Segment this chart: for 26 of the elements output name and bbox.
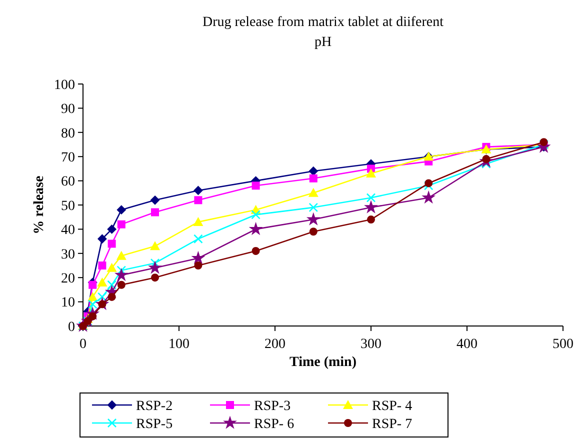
y-tick-label: 30 [61, 247, 75, 262]
y-tick-label: 100 [54, 78, 75, 93]
y-tick-label: 60 [61, 174, 75, 190]
legend-label: RSP- 7 [372, 416, 412, 432]
x-axis-title: Time (min) [289, 355, 357, 370]
x-tick-label: 400 [456, 337, 478, 352]
x-tick-label: 0 [80, 337, 86, 352]
legend-label: RSP-5 [136, 416, 173, 432]
y-tick-label: 80 [61, 126, 75, 142]
y-tick-label: 0 [68, 320, 75, 335]
legend-label: RSP-3 [254, 398, 291, 414]
y-tick-label: 90 [61, 102, 75, 118]
chart-title: Drug release from matrix tablet at diiferent pH [202, 15, 444, 50]
y-tick-label: 20 [61, 272, 75, 286]
legend-label: RSP-2 [136, 398, 173, 414]
y-tick-label: 40 [61, 223, 75, 238]
legend-label: RSP- 4 [372, 398, 412, 414]
x-tick-label: 100 [168, 337, 190, 352]
y-tick-label: 10 [61, 296, 75, 311]
legend-label: RSP- 6 [254, 416, 294, 432]
x-tick-label: 300 [360, 337, 382, 352]
y-tick-label: 70 [61, 150, 75, 166]
x-tick-label: 500 [552, 337, 574, 352]
x-tick-label: 200 [264, 337, 286, 352]
y-axis-title: % release [32, 176, 47, 234]
y-tick-label: 50 [61, 198, 75, 214]
